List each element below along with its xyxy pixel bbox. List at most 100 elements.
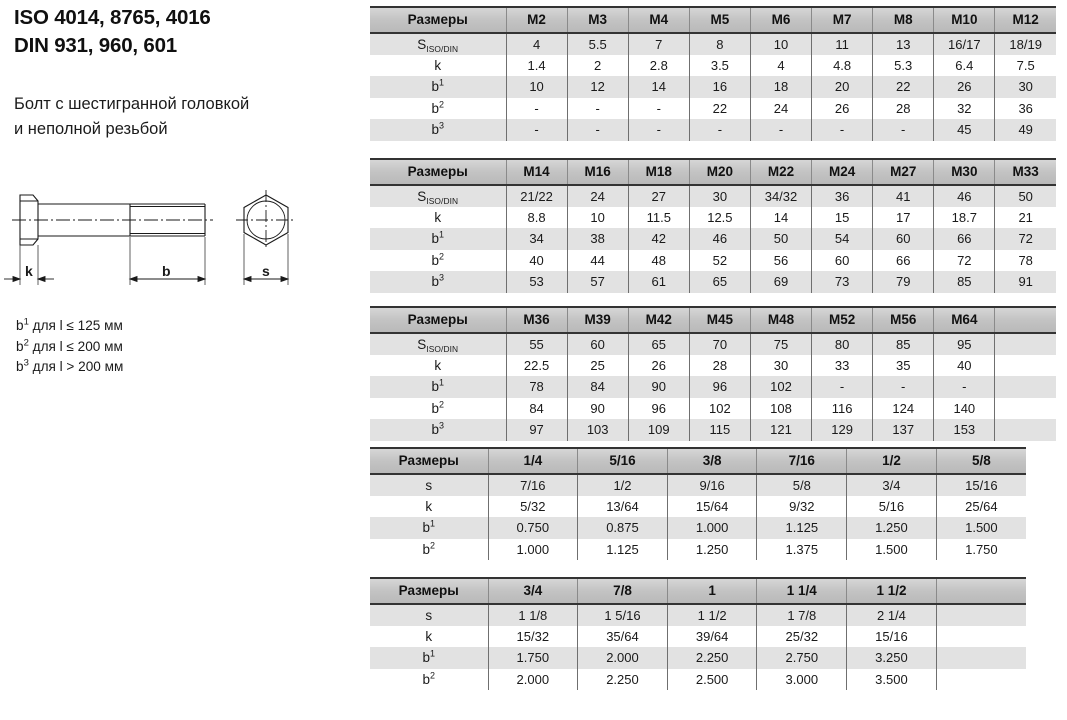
table-cell: 1.250 bbox=[666, 538, 758, 560]
product-description-line-2: и неполной резьбой bbox=[14, 120, 168, 138]
hex-head-bolt-drawing: k b s bbox=[0, 185, 340, 295]
table-cell: 50 bbox=[994, 185, 1056, 207]
table-cell: 1.750 bbox=[487, 647, 579, 669]
table-cell: 2 1/4 bbox=[846, 604, 937, 626]
table-cell: 41 bbox=[872, 185, 935, 207]
table-cell: 95 bbox=[933, 333, 996, 355]
table-cell: 137 bbox=[872, 419, 935, 441]
table-cell: 52 bbox=[688, 249, 751, 271]
table-cell: 72 bbox=[933, 249, 996, 271]
column-header-size: M5 bbox=[688, 6, 751, 34]
table-cell bbox=[994, 419, 1056, 441]
table-row: b1 78 84 90 96 102- - - bbox=[370, 376, 1056, 398]
table-cell: 1 1/2 bbox=[666, 604, 758, 626]
table-cell: 0.750 bbox=[487, 517, 579, 539]
table-cell: 30 bbox=[994, 76, 1056, 98]
table-cell: 22 bbox=[688, 97, 751, 119]
table-row: b3 53 57 61 65 69 73 79 85 91 bbox=[370, 271, 1056, 293]
row-label: SISO/DIN bbox=[370, 333, 507, 355]
table-cell: 102 bbox=[688, 397, 751, 419]
left-info-panel: ISO 4014, 8765, 4016 DIN 931, 960, 601 Б… bbox=[0, 0, 368, 720]
table-cell: 5.3 bbox=[872, 54, 935, 76]
table-cell bbox=[935, 647, 1026, 669]
table-cell: 9/16 bbox=[666, 474, 758, 496]
table-cell: 21 bbox=[994, 206, 1056, 228]
table-cell: 84 bbox=[566, 376, 629, 398]
table-cell: 2.750 bbox=[756, 647, 848, 669]
table-cell: 129 bbox=[811, 419, 874, 441]
table-cell: 15/32 bbox=[487, 625, 579, 647]
row-label: b3 bbox=[370, 271, 507, 293]
table-cell: 73 bbox=[811, 271, 874, 293]
table-cell: 2.250 bbox=[666, 647, 758, 669]
row-label: b1 bbox=[370, 647, 489, 669]
table-cell: 15/16 bbox=[846, 625, 937, 647]
table-cell: - bbox=[688, 119, 751, 141]
table-cell: 11 bbox=[811, 33, 874, 55]
table-cell: 54 bbox=[811, 228, 874, 250]
row-label: b2 bbox=[370, 397, 507, 419]
table-cell: 22.5 bbox=[505, 354, 568, 376]
table-cell: 115 bbox=[688, 419, 751, 441]
column-header-size: M42 bbox=[627, 306, 690, 334]
table-cell: 50 bbox=[749, 228, 813, 250]
column-header-size: M4 bbox=[627, 6, 690, 34]
row-label: b2 bbox=[370, 538, 489, 560]
table-cell: 3.000 bbox=[756, 668, 848, 690]
table-cell: 60 bbox=[872, 228, 935, 250]
table-cell: 10 bbox=[505, 76, 568, 98]
table-row: b2 84 90 96 102 108 116 124 140 bbox=[370, 397, 1056, 419]
table-row: b1 10 12 14 16 18 20 22 26 30 bbox=[370, 76, 1056, 98]
table-cell: 1.000 bbox=[487, 538, 579, 560]
table-cell: 4 bbox=[505, 33, 568, 55]
table-cell: 69 bbox=[749, 271, 813, 293]
table-cell: 96 bbox=[688, 376, 751, 398]
table-cell: 60 bbox=[811, 249, 874, 271]
table-cell: 1.000 bbox=[666, 517, 758, 539]
table-cell: 24 bbox=[566, 185, 629, 207]
table-cell: 40 bbox=[505, 249, 568, 271]
table-cell: 45 bbox=[933, 119, 996, 141]
column-header-size: M20 bbox=[688, 158, 751, 186]
standards-title-line-1: ISO 4014, 8765, 4016 bbox=[14, 6, 211, 29]
column-header-size: M12 bbox=[994, 6, 1056, 34]
table-cell: - bbox=[872, 376, 935, 398]
column-header-size: M16 bbox=[566, 158, 629, 186]
dimension-table-metric-m2-m12: Размеры M2 M3 M4 M5 M6 M7 M8 M10 M12 SISO/DIN 4 5.5 7… bbox=[370, 6, 1056, 141]
table-cell: 2.000 bbox=[487, 668, 579, 690]
product-description-line-1: Болт с шестигранной головкой bbox=[14, 95, 250, 113]
table-cell: 46 bbox=[933, 185, 996, 207]
table-cell: 102 bbox=[749, 376, 813, 398]
table-row: k 1.4 2 2.8 3.5 4 4.8 5.3 6.4 7.5 bbox=[370, 54, 1056, 76]
table-cell: 24 bbox=[749, 97, 813, 119]
row-label: b2 bbox=[370, 97, 507, 119]
table-cell: 21/22 bbox=[505, 185, 568, 207]
table-cell: 66 bbox=[933, 228, 996, 250]
table-cell: 46 bbox=[688, 228, 751, 250]
table-cell: 1.500 bbox=[935, 517, 1026, 539]
table-cell: 35 bbox=[872, 354, 935, 376]
table-cell: 34 bbox=[505, 228, 568, 250]
table-cell: 11.5 bbox=[627, 206, 690, 228]
table-cell: 55 bbox=[505, 333, 568, 355]
table-cell: - bbox=[505, 119, 568, 141]
column-header-size: M10 bbox=[933, 6, 996, 34]
table-cell: 22 bbox=[872, 76, 935, 98]
column-header-size: 7/8 bbox=[577, 577, 668, 605]
table-cell bbox=[935, 604, 1026, 626]
table-cell: 33 bbox=[811, 354, 874, 376]
column-header-size: M56 bbox=[872, 306, 935, 334]
table-row: SISO/DIN 4 5.5 7 8 10 11 13 16/17 18/19 bbox=[370, 33, 1056, 55]
dimension-table-imperial-large: Размеры 3/4 7/8 1 1 1/4 1 1/2 s 1 1/8 1 5/16 1 1/… bbox=[370, 577, 1026, 690]
table-cell: 153 bbox=[933, 419, 996, 441]
table-cell: 8 bbox=[688, 33, 751, 55]
column-header-label: Размеры bbox=[370, 577, 489, 605]
table-cell: 36 bbox=[811, 185, 874, 207]
column-header-size: 1/4 bbox=[487, 447, 579, 475]
column-header-size: M45 bbox=[688, 306, 751, 334]
table-cell: 108 bbox=[749, 397, 813, 419]
row-label: k bbox=[370, 354, 507, 376]
table-cell: 18.7 bbox=[933, 206, 996, 228]
table-cell: 91 bbox=[994, 271, 1056, 293]
